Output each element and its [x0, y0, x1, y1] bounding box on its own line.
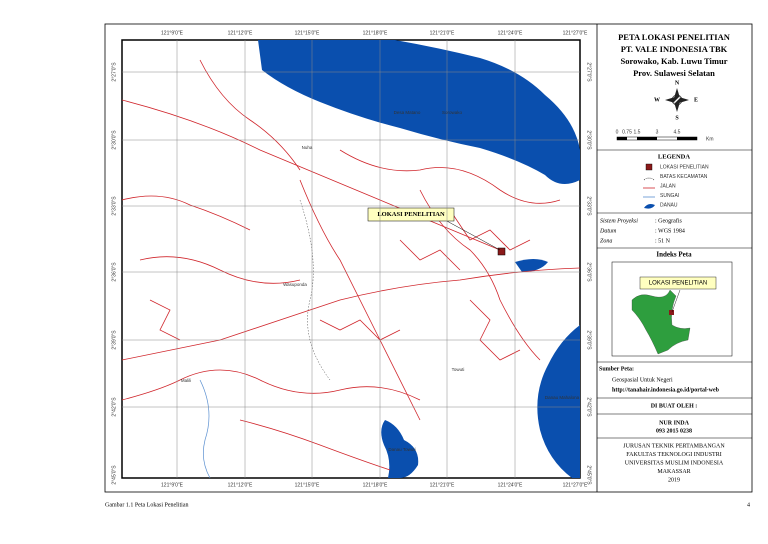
- grid-label-top: 121°21'0"E: [430, 30, 455, 36]
- scale-label: 0.75: [622, 129, 632, 135]
- legend-panel: PETA LOKASI PENELITIAN PT. VALE INDONESI…: [597, 32, 752, 483]
- district-boundary: [299, 199, 331, 381]
- lake-small: [515, 259, 548, 272]
- institution-line: 2019: [668, 477, 680, 483]
- legend-symbols: [643, 163, 655, 209]
- index-title: Indeks Peta: [656, 251, 692, 259]
- grid-label-top: 121°27'0"E: [563, 30, 588, 36]
- map-title: PETA LOKASI PENELITIAN: [618, 32, 731, 42]
- place-label: Sorowako: [442, 110, 463, 115]
- compass-s: S: [675, 115, 679, 121]
- projection-value: : Geografis: [655, 217, 682, 224]
- grid-label-bottom: 121°12'0"E: [228, 482, 253, 488]
- grid-label-bottom: 121°9'0"E: [161, 482, 184, 488]
- author-title: DI BUAT OLEH :: [651, 403, 698, 409]
- projection-info: Sistem Proyeksi : Geografis Datum : WGS 198…: [599, 217, 685, 244]
- map-title: Prov. Sulawesi Selatan: [633, 68, 715, 78]
- scale-label: 1.5: [634, 129, 641, 135]
- author-id: 093 2015 0238: [656, 428, 692, 434]
- legend-label: SUNGAI: [660, 193, 679, 199]
- scale-label: 3: [656, 129, 659, 135]
- compass-e: E: [694, 97, 698, 103]
- institution-line: UNIVERSITAS MUSLIM INDONESIA: [625, 460, 724, 466]
- inset-map: LOKASI PENELITIAN: [611, 261, 733, 357]
- projection-value: : WGS 1984: [655, 228, 685, 234]
- grid-label-left: 2°30'0"S: [111, 130, 117, 150]
- grid-label-right: 2°30'0"S: [586, 130, 592, 150]
- grid-label-bottom: 121°27'0"E: [563, 482, 588, 488]
- institution: JURUSAN TEKNIK PERTAMBANGAN FAKULTAS TEKN…: [623, 443, 725, 483]
- grid-label-left: 2°27'0"S: [111, 62, 117, 82]
- scale-bar: 0 0.75 1.5 3 4.5 Km: [616, 129, 714, 142]
- grid-label-left: 2°36'0"S: [111, 262, 117, 282]
- grid-label-right: 2°33'0"S: [586, 196, 592, 216]
- grid-label-right: 2°27'0"S: [586, 62, 592, 82]
- legend-items: LOKASI PENELITIAN BATAS KECAMATAN JALAN SUN…: [660, 164, 709, 208]
- grid-label-bottom: 121°18'0"E: [363, 482, 388, 488]
- page-number: 4: [747, 502, 750, 508]
- lake-mahalona: [537, 325, 580, 478]
- institution-line: FAKULTAS TEKNOLOGI INDUSTRI: [626, 452, 721, 458]
- place-label: Malili: [181, 378, 191, 383]
- grid-label-bottom: 121°24'0"E: [498, 482, 523, 488]
- grid-label-right: 2°45'0"S: [586, 465, 592, 485]
- place-label: Wasuponda: [283, 282, 307, 287]
- grid-label-top: 121°12'0"E: [228, 30, 253, 36]
- institution-line: JURUSAN TEKNIK PERTAMBANGAN: [623, 443, 725, 449]
- projection-value: : 51 N: [655, 238, 671, 244]
- compass-n: N: [675, 80, 680, 86]
- callout-leader: [444, 219, 501, 251]
- inset-callout: LOKASI PENELITIAN: [649, 281, 707, 287]
- legend-label: LOKASI PENELITIAN: [660, 164, 709, 170]
- compass-w: W: [654, 97, 660, 103]
- callout-box: [367, 207, 455, 222]
- study-site: [497, 247, 506, 256]
- scale-label: 0: [616, 129, 619, 135]
- projection-key: Datum: [599, 228, 617, 234]
- legend-label: BATAS KECAMATAN: [660, 174, 708, 180]
- grid: 121°9'0"E 121°9'0"E 121°12'0"E 121°12'0"E 12…: [111, 30, 591, 488]
- grid-label-top: 121°15'0"E: [295, 30, 320, 36]
- projection-key: Zona: [600, 238, 612, 244]
- grid-label-bottom: 121°21'0"E: [430, 482, 455, 488]
- projection-key: Sistem Proyeksi: [600, 218, 638, 224]
- source-line: Geospasial Untuk Negeri: [612, 377, 673, 383]
- legend-label: JALAN: [660, 183, 676, 189]
- map-title: Sorowako, Kab. Luwu Timur: [621, 56, 728, 66]
- grid-label-right: 2°36'0"S: [586, 262, 592, 282]
- grid-label-bottom: 121°15'0"E: [295, 482, 320, 488]
- grid-label-right: 2°39'0"S: [586, 330, 592, 350]
- place-label: Nuha: [302, 145, 313, 150]
- place-label: Desa Matano: [394, 110, 421, 115]
- compass: N S E W: [654, 80, 698, 121]
- grid-label-left: 2°45'0"S: [111, 465, 117, 485]
- place-label: Danau Mahalona: [545, 395, 580, 400]
- scale-unit: Km: [706, 136, 714, 142]
- legend-label: DANAU: [660, 202, 678, 208]
- lake-matano: [258, 40, 580, 184]
- map-content: LOKASI PENELITIAN: [121, 40, 581, 479]
- legend-title: LEGENDA: [658, 153, 690, 160]
- institution-line: MAKASSAR: [657, 469, 690, 475]
- grid-label-top: 121°9'0"E: [161, 30, 184, 36]
- grid-label-right: 2°42'0"S: [586, 397, 592, 417]
- figure-caption: Gambar 1.1 Peta Lokasi Penelitian: [105, 502, 188, 508]
- scale-label: 4.5: [674, 129, 681, 135]
- grid-label-top: 121°24'0"E: [498, 30, 523, 36]
- callout-label: LOKASI PENELITIAN: [377, 211, 445, 218]
- grid-label-left: 2°33'0"S: [111, 196, 117, 216]
- grid-label-left: 2°42'0"S: [111, 397, 117, 417]
- map-title: PT. VALE INDONESIA TBK: [621, 44, 728, 54]
- author-name: NUR INDA: [659, 420, 690, 426]
- lake-towuti: [381, 420, 419, 478]
- source-line: http://tanahair.indonesia.go.id/portal-w…: [612, 387, 720, 393]
- source-title: Sumber Peta:: [599, 366, 634, 372]
- place-label: Danau Towuti: [388, 447, 415, 452]
- grid-label-top: 121°18'0"E: [363, 30, 388, 36]
- grid-label-left: 2°39'0"S: [111, 330, 117, 350]
- river: [199, 379, 211, 479]
- place-label: Towuti: [452, 367, 465, 372]
